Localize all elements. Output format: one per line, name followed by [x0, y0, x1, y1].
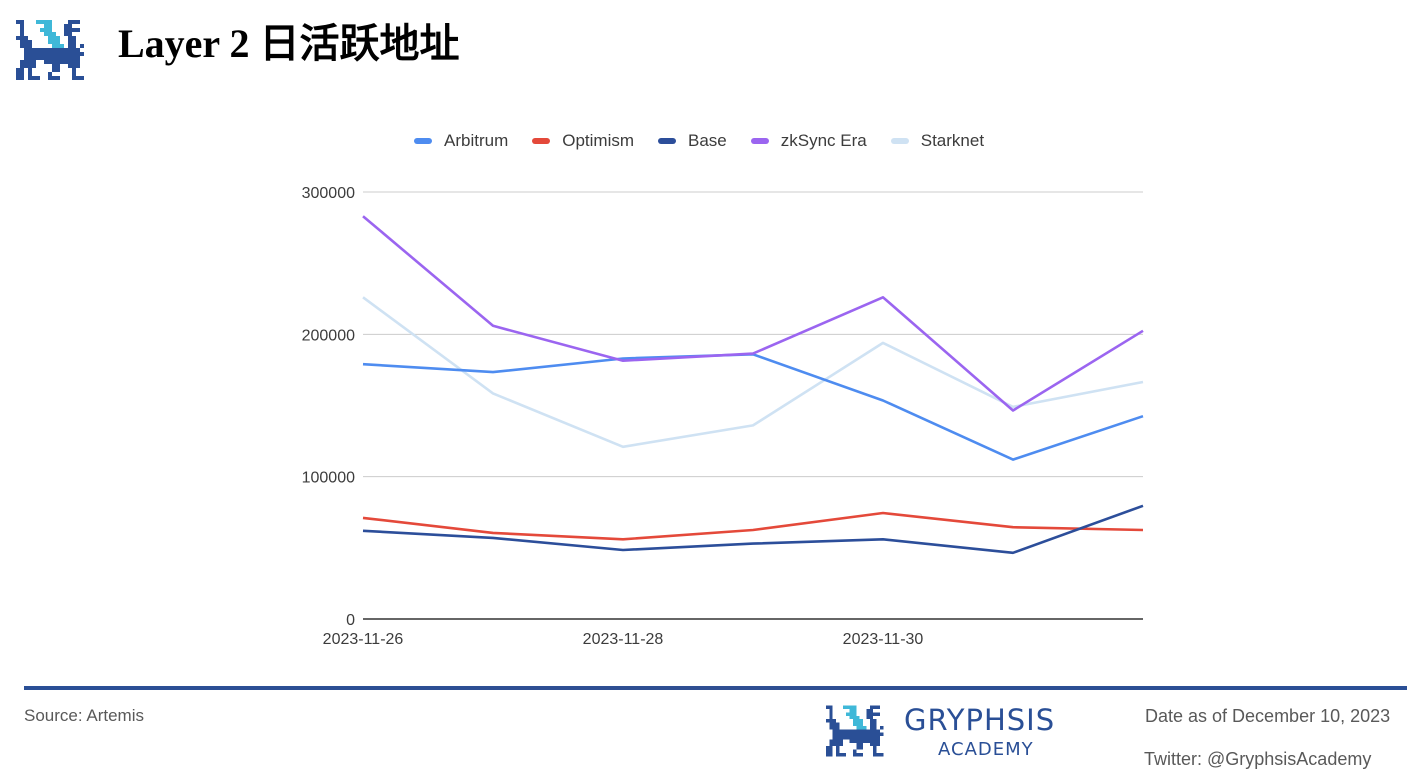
legend-item-optimism[interactable]: Optimism	[532, 131, 634, 151]
y-tick-label: 100000	[302, 470, 355, 487]
x-tick-label: 2023-11-26	[323, 631, 404, 648]
legend-label: Base	[688, 131, 727, 150]
series-line-optimism[interactable]	[362, 511, 1144, 541]
brand-subtitle: ACADEMY	[938, 739, 1034, 760]
date-note: Date as of December 10, 2023	[1145, 706, 1391, 726]
x-tick-label: 2023-11-28	[583, 631, 664, 648]
legend-item-arbitrum[interactable]: Arbitrum	[414, 131, 508, 151]
legend-label: zkSync Era	[780, 131, 867, 150]
x-tick-label: 2023-11-30	[843, 631, 924, 648]
header: Layer 2 日活跃地址	[0, 0, 1427, 100]
brand-name: GRYPHSIS	[904, 703, 1056, 737]
chart-legend: Arbitrum Optimism Base zkSync Era Starkn…	[414, 130, 1008, 152]
legend-swatch-icon	[750, 138, 769, 144]
y-axis-ticks: 0 100000 200000 300000	[302, 185, 355, 629]
legend-swatch-icon	[890, 138, 909, 144]
legend-label: Arbitrum	[444, 131, 509, 150]
title-latin: Layer 2	[118, 21, 260, 66]
gryphsis-logo-icon	[826, 705, 884, 757]
series-line-arbitrum[interactable]	[362, 353, 1144, 461]
legend-item-zksync-era[interactable]: zkSync Era	[750, 131, 867, 151]
legend-label: Optimism	[562, 131, 635, 150]
title-cjk: 日活跃地址	[259, 21, 460, 67]
line-chart: Arbitrum Optimism Base zkSync Era Starkn…	[0, 130, 1427, 670]
legend-swatch-icon	[414, 138, 432, 144]
footer-divider	[24, 686, 1407, 690]
legend-item-base[interactable]: Base	[658, 131, 727, 151]
series-line-starknet[interactable]	[362, 296, 1144, 449]
x-axis-ticks: 2023-11-26 2023-11-28 2023-11-30	[323, 631, 924, 648]
source-note: Source: Artemis	[24, 706, 144, 725]
y-tick-label: 300000	[302, 185, 355, 202]
gridlines	[363, 191, 1143, 620]
gryphon-logo-icon	[16, 20, 84, 80]
y-tick-label: 0	[346, 612, 355, 629]
y-tick-label: 200000	[302, 327, 355, 344]
plot-area: 0 100000 200000 300000 2023-11-26 2023-11-28…	[302, 185, 1144, 648]
page-title: Layer 2 日活跃地址	[118, 20, 459, 68]
legend-swatch-icon	[658, 138, 677, 144]
legend-label: Starknet	[920, 131, 985, 150]
legend-swatch-icon	[532, 138, 551, 144]
series-line-base[interactable]	[362, 504, 1144, 555]
series-lines	[362, 215, 1144, 555]
series-line-zksync-era[interactable]	[362, 215, 1144, 412]
legend-item-starknet[interactable]: Starknet	[890, 131, 985, 151]
twitter-handle[interactable]: Twitter: @GryphsisAcademy	[1144, 749, 1372, 769]
